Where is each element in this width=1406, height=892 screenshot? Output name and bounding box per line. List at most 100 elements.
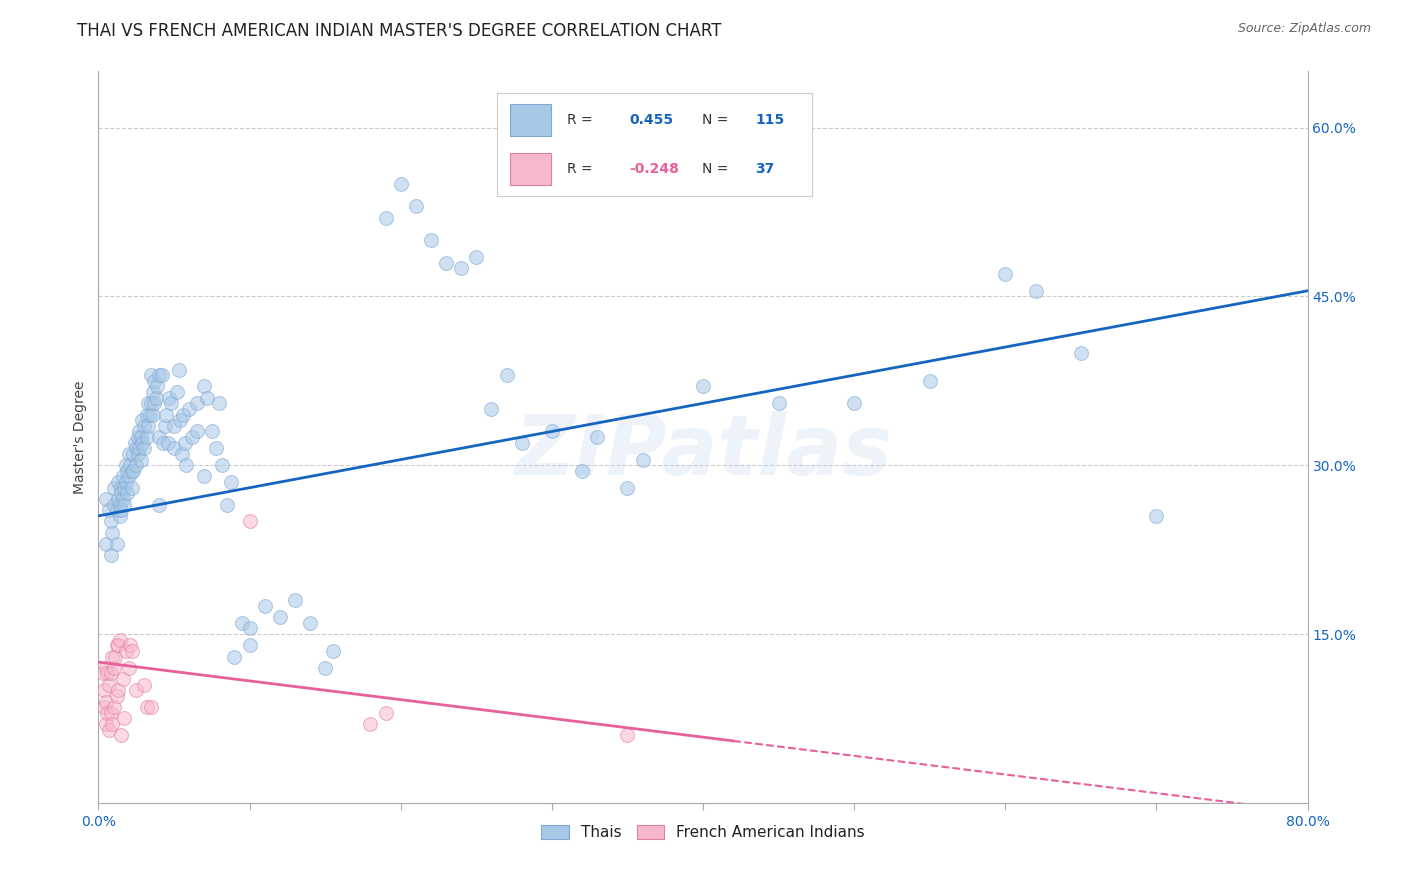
Point [124, 435, 146, 450]
Point [155, 408, 177, 422]
Point [193, 379, 215, 393]
Point [129, 452, 152, 467]
Point [135, 700, 157, 714]
Point [103, 700, 125, 714]
Point [94, 491, 117, 506]
Point [108, 632, 131, 647]
Point [131, 435, 153, 450]
Point [111, 469, 134, 483]
Point [118, 447, 141, 461]
Point [221, 475, 243, 489]
Point [142, 408, 165, 422]
Point [125, 442, 148, 456]
Point [110, 486, 132, 500]
Point [100, 706, 122, 720]
Point [93, 683, 115, 698]
Point [107, 683, 129, 698]
Point [110, 503, 132, 517]
Point [121, 644, 143, 658]
Point [148, 430, 170, 444]
Point [110, 728, 132, 742]
Legend: Thais, French American Indians: Thais, French American Indians [534, 819, 872, 847]
Point [174, 458, 197, 473]
Point [156, 435, 179, 450]
Point [101, 525, 124, 540]
Point [314, 661, 336, 675]
Y-axis label: Master's Degree: Master's Degree [73, 380, 87, 494]
Point [167, 362, 190, 376]
Point [173, 435, 195, 450]
Point [918, 374, 941, 388]
Point [389, 177, 412, 191]
Point [91, 666, 114, 681]
Point [121, 464, 143, 478]
Point [136, 418, 159, 433]
Point [135, 430, 157, 444]
Point [299, 615, 322, 630]
Point [135, 408, 157, 422]
Point [148, 368, 170, 383]
Point [145, 391, 167, 405]
Point [481, 401, 503, 416]
Point [193, 469, 215, 483]
Point [153, 418, 176, 433]
Point [143, 374, 166, 388]
Point [195, 391, 218, 405]
Point [120, 638, 142, 652]
Point [128, 425, 150, 439]
Point [465, 250, 488, 264]
Point [103, 498, 125, 512]
Point [96, 666, 118, 681]
Point [159, 391, 181, 405]
Point [374, 211, 396, 225]
Point [540, 425, 562, 439]
Point [101, 649, 124, 664]
Point [110, 481, 132, 495]
Point [322, 644, 344, 658]
Point [112, 498, 135, 512]
Point [166, 385, 188, 400]
Point [136, 396, 159, 410]
Point [163, 418, 186, 433]
Point [1024, 284, 1046, 298]
Point [148, 498, 170, 512]
Point [205, 442, 228, 456]
Point [141, 700, 163, 714]
Point [239, 638, 262, 652]
Text: ZIPatlas: ZIPatlas [515, 411, 891, 492]
Point [103, 661, 125, 675]
Point [129, 430, 152, 444]
Point [616, 728, 638, 742]
Point [163, 442, 186, 456]
Point [160, 396, 183, 410]
Point [101, 717, 124, 731]
Point [239, 515, 262, 529]
Point [253, 599, 276, 613]
Point [94, 717, 117, 731]
Point [450, 261, 472, 276]
Point [122, 464, 145, 478]
Point [224, 649, 246, 664]
Point [114, 644, 136, 658]
Point [142, 385, 165, 400]
Point [94, 537, 117, 551]
Point [208, 396, 231, 410]
Point [132, 442, 155, 456]
Point [131, 413, 153, 427]
Point [586, 430, 609, 444]
Point [170, 447, 193, 461]
Point [132, 418, 155, 433]
Point [111, 491, 134, 506]
Point [100, 548, 122, 562]
Point [107, 475, 129, 489]
Point [150, 368, 173, 383]
Point [215, 498, 238, 512]
Point [692, 379, 714, 393]
Text: Source: ZipAtlas.com: Source: ZipAtlas.com [1237, 22, 1371, 36]
Point [105, 638, 128, 652]
Point [172, 408, 194, 422]
Point [107, 638, 129, 652]
Point [98, 723, 121, 737]
Point [104, 649, 127, 664]
Point [844, 396, 866, 410]
